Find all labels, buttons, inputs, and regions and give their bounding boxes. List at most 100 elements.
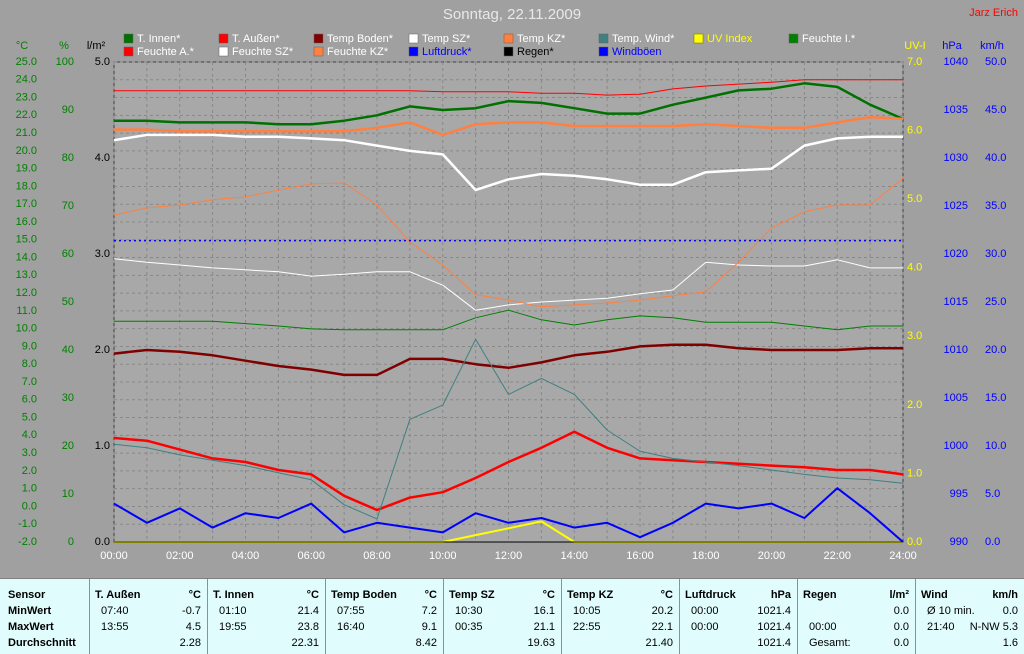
column-name: T. Außen	[95, 589, 141, 601]
cell-value: 9.1	[421, 621, 437, 633]
cell-value: 2.28	[179, 637, 201, 649]
y-tick-label: 24.0	[16, 74, 37, 86]
y-tick-label: 990	[950, 536, 968, 548]
y-tick-label: 0.0	[985, 536, 1000, 548]
y-tick-label: 16.0	[16, 216, 37, 228]
column-unit: hPa	[770, 589, 791, 601]
separator	[797, 579, 798, 654]
y-tick-label: 70	[62, 200, 74, 212]
cell-time: 21:40	[927, 621, 955, 633]
cell-value: 22.1	[651, 621, 673, 633]
legend-swatch	[693, 33, 704, 44]
chart-title: Sonntag, 22.11.2009	[443, 6, 581, 23]
separator	[443, 579, 444, 654]
cell-value: N-NW 5.3	[969, 621, 1018, 633]
legend-swatch	[313, 46, 324, 57]
series-line	[114, 79, 903, 96]
y-tick-label: 25.0	[985, 296, 1006, 308]
y-tick-label: 11.0	[16, 305, 37, 317]
cell-value: 16.1	[533, 605, 555, 617]
cell-value: 1021.4	[757, 605, 791, 617]
y-tick-label: 0.0	[95, 536, 110, 548]
y-tick-label: 6.0	[22, 394, 37, 406]
y-tick-label: 1010	[944, 344, 968, 356]
y-tick-label: 35.0	[985, 200, 1006, 212]
column-unit: °C	[306, 589, 319, 601]
y-tick-label: 7.0	[907, 56, 922, 68]
y-tick-label: 1005	[944, 392, 968, 404]
y-tick-label: 12.0	[16, 287, 37, 299]
y-tick-label: 18.0	[16, 180, 37, 192]
x-tick-label: 16:00	[626, 550, 654, 562]
separator	[207, 579, 208, 654]
x-tick-label: 08:00	[363, 550, 391, 562]
y-tick-label: 8.0	[22, 358, 37, 370]
x-tick-label: 06:00	[297, 550, 325, 562]
y-tick-label: 2.0	[22, 465, 37, 477]
y-tick-label: 3.0	[22, 447, 37, 459]
legend-label: T. Innen*	[137, 33, 181, 45]
table-header: Sensor	[8, 589, 46, 601]
cell-time: 22:55	[573, 621, 601, 633]
legend-label: Feuchte A.*	[137, 46, 195, 58]
x-tick-label: 18:00	[692, 550, 720, 562]
cell-value: 8.42	[415, 637, 437, 649]
series-line	[113, 177, 904, 308]
row-label: Durchschnitt	[8, 637, 76, 649]
legend-label: Windböen	[612, 46, 662, 58]
legend-swatch	[123, 46, 134, 57]
y-tick-label: 22.0	[16, 109, 37, 121]
y-tick-label: 20	[62, 440, 74, 452]
y-tick-label: 1035	[944, 104, 968, 116]
legend-swatch	[503, 46, 514, 57]
cell-time: 16:40	[337, 621, 365, 633]
row-label: MinWert	[8, 605, 52, 617]
legend-label: Luftdruck*	[422, 46, 472, 58]
y-tick-label: 23.0	[16, 91, 37, 103]
x-tick-label: 24:00	[889, 550, 917, 562]
y-tick-label: 20.0	[985, 344, 1006, 356]
y-tick-label: 5.0	[985, 488, 1000, 500]
axis-title: km/h	[980, 40, 1004, 52]
y-tick-label: 40	[62, 344, 74, 356]
cell-value: 20.2	[651, 605, 673, 617]
cell-value: 1021.4	[757, 621, 791, 633]
y-tick-label: 90	[62, 104, 74, 116]
series-line	[113, 430, 904, 512]
x-tick-label: 00:00	[100, 550, 128, 562]
series-line	[113, 133, 903, 192]
axis-title: °C	[16, 40, 28, 52]
x-tick-label: 20:00	[758, 550, 786, 562]
axis-title: hPa	[942, 40, 962, 52]
y-tick-label: 15.0	[16, 234, 37, 246]
legend-label: Regen*	[517, 46, 554, 58]
y-tick-label: 995	[950, 488, 968, 500]
cell-value: 0.0	[893, 621, 909, 633]
column-unit: km/h	[992, 589, 1018, 601]
series-line	[113, 343, 903, 377]
cell-time: 01:10	[219, 605, 247, 617]
cell-time: 13:55	[101, 621, 129, 633]
y-tick-label: 50.0	[985, 56, 1006, 68]
y-tick-label: -2.0	[18, 536, 37, 548]
legend-swatch	[123, 33, 134, 44]
y-tick-label: 50	[62, 296, 74, 308]
legend-label: Temp Boden*	[327, 33, 394, 45]
cell-value: 22.31	[291, 637, 319, 649]
series-line	[114, 309, 903, 331]
y-tick-label: 1.0	[22, 483, 37, 495]
legend-swatch	[218, 33, 229, 44]
column-name: T. Innen	[213, 589, 254, 601]
cell-time: 10:30	[455, 605, 483, 617]
y-tick-label: 17.0	[16, 198, 37, 210]
y-tick-label: 1030	[944, 152, 968, 164]
legend-swatch	[408, 33, 419, 44]
legend-swatch	[788, 33, 799, 44]
y-tick-label: 21.0	[16, 127, 37, 139]
legend-label: Feuchte SZ*	[232, 46, 294, 58]
legend-swatch	[313, 33, 324, 44]
y-tick-label: 1.0	[907, 467, 922, 479]
y-tick-label: 2.0	[907, 399, 922, 411]
y-tick-label: 19.0	[16, 163, 37, 175]
row-label: MaxWert	[8, 621, 54, 633]
